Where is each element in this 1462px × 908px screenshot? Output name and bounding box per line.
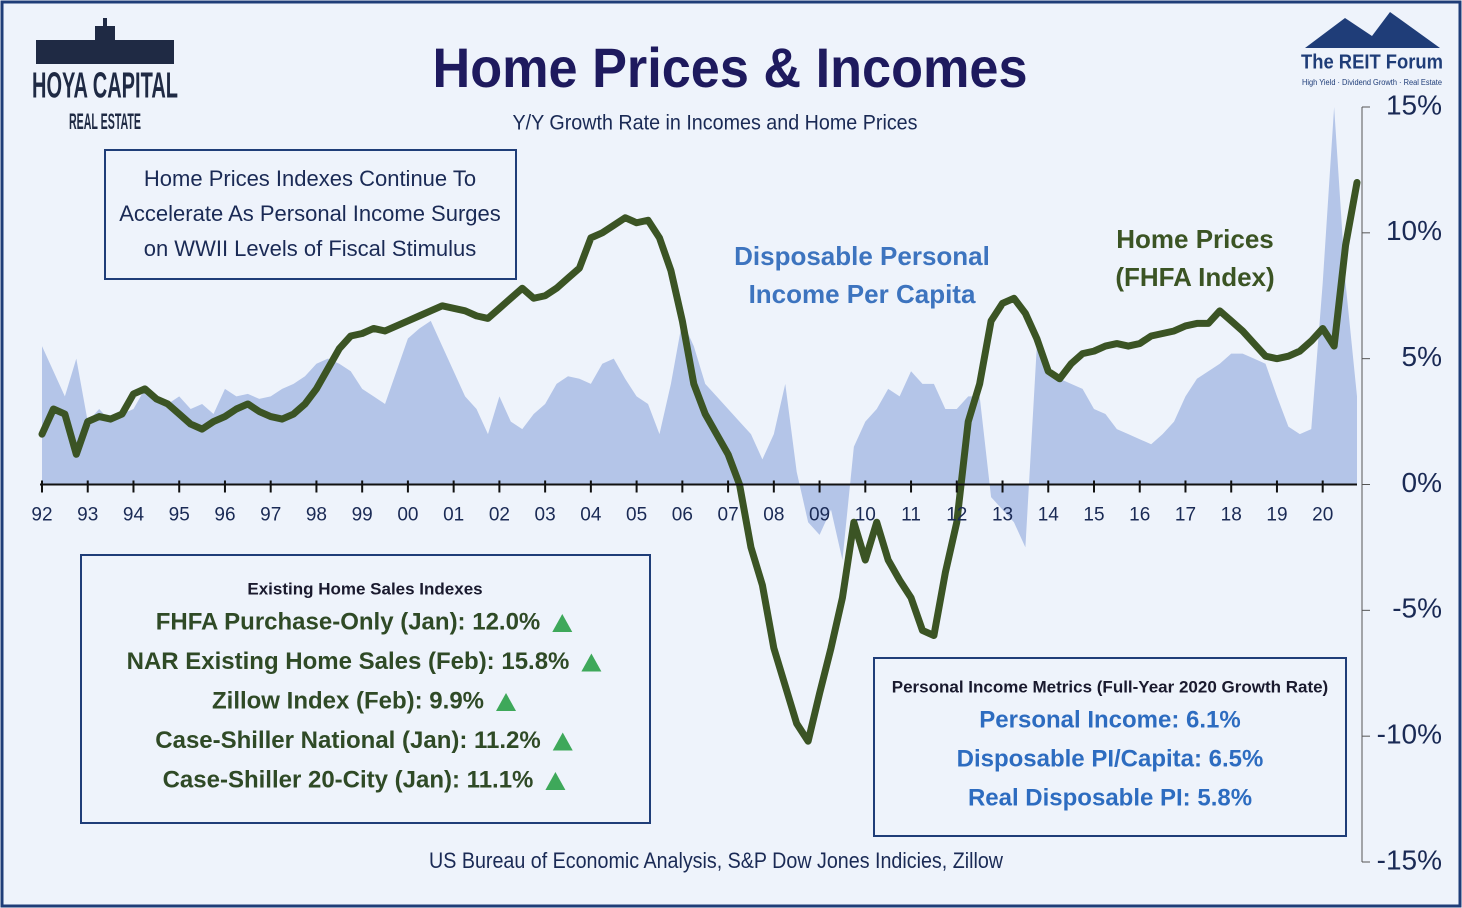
skyline — [36, 40, 174, 64]
up-arrow — [552, 732, 573, 751]
x-tick-label: 92 — [31, 505, 52, 526]
logo-text: The REIT Forum — [1301, 51, 1443, 73]
x-tick-label: 05 — [626, 505, 647, 526]
x-tick-label: 06 — [672, 505, 693, 526]
box-heading: Existing Home Sales Indexes — [247, 579, 482, 598]
chart-title: Home Prices & Incomes — [433, 36, 1028, 99]
logo-text: High Yield · Dividend Growth · Real Esta… — [1302, 78, 1443, 87]
y-tick-label: 5% — [1402, 341, 1442, 372]
info-box — [873, 657, 1347, 837]
x-tick-label: 96 — [214, 505, 235, 526]
y-tick-label: -5% — [1392, 593, 1442, 624]
chart-subtitle: Y/Y Growth Rate in Incomes and Home Pric… — [513, 112, 918, 135]
logo-mountain — [1305, 12, 1440, 48]
area — [42, 107, 1357, 560]
up-arrow — [552, 614, 573, 632]
x-tick-label: 13 — [992, 505, 1013, 526]
x-tick-label: 08 — [763, 505, 784, 526]
x-tick-label: 14 — [1038, 505, 1060, 526]
y-tick-label: 15% — [1386, 89, 1442, 120]
box-item: Personal Income: 6.1% — [979, 706, 1240, 733]
box-item: Real Disposable PI: 5.8% — [968, 784, 1252, 811]
y-tick-label: -15% — [1377, 844, 1442, 875]
x-tick-label: 97 — [260, 505, 281, 526]
series-label: Income Per Capita — [749, 279, 976, 309]
box-item: Case-Shiller National (Jan): 11.2% — [155, 727, 540, 754]
x-tick-label: 16 — [1129, 505, 1150, 526]
x-tick-label: 20 — [1312, 505, 1333, 526]
line — [38, 179, 1361, 745]
x-tick-label: 17 — [1175, 505, 1196, 526]
x-tick-label: 98 — [306, 505, 327, 526]
x-tick-label: 93 — [77, 505, 98, 526]
up-arrow — [581, 653, 602, 672]
x-tick-label: 95 — [169, 505, 190, 526]
series-label: (FHFA Index) — [1115, 262, 1274, 292]
y-tick-label: 10% — [1386, 215, 1442, 246]
annotation: Home Prices Indexes Continue To — [144, 166, 476, 191]
box-item: Disposable PI/Capita: 6.5% — [957, 745, 1264, 772]
logo-text: HOYA CAPITAL — [32, 65, 178, 106]
x-tick-label: 03 — [535, 505, 556, 526]
up-arrow — [545, 772, 566, 790]
box-heading: Personal Income Metrics (Full-Year 2020 … — [892, 677, 1328, 696]
skyline — [95, 26, 115, 42]
x-tick-label: 07 — [718, 505, 739, 526]
series-label: Home Prices — [1116, 224, 1274, 254]
y-tick-label: -10% — [1377, 719, 1442, 750]
x-tick-label: 19 — [1266, 505, 1287, 526]
box-item: FHFA Purchase-Only (Jan): 12.0% — [156, 608, 541, 635]
x-tick-label: 10 — [855, 505, 876, 526]
annotation: on WWII Levels of Fiscal Stimulus — [144, 236, 477, 261]
up-arrow — [496, 693, 517, 711]
box-item: NAR Existing Home Sales (Feb): 15.8% — [127, 648, 570, 675]
x-tick-label: 04 — [580, 505, 602, 526]
skyline — [103, 18, 107, 28]
x-tick-label: 94 — [123, 505, 145, 526]
x-tick-label: 15 — [1083, 505, 1104, 526]
x-tick-label: 01 — [443, 505, 464, 526]
y-tick-label: 0% — [1402, 467, 1442, 498]
x-tick-label: 02 — [489, 505, 510, 526]
logo-left — [36, 18, 174, 64]
x-tick-label: 09 — [809, 505, 830, 526]
x-tick-label: 12 — [946, 505, 967, 526]
source: US Bureau of Economic Analysis, S&P Dow … — [429, 848, 1003, 873]
x-tick-label: 11 — [901, 505, 921, 526]
annotation: Accelerate As Personal Income Surges — [119, 201, 501, 226]
annotation-box — [104, 149, 517, 280]
x-tick-label: 99 — [352, 505, 373, 526]
logo-text: REAL ESTATE — [69, 109, 141, 134]
x-tick-label: 18 — [1221, 505, 1242, 526]
box-item: Case-Shiller 20-City (Jan): 11.1% — [163, 766, 534, 793]
series-label: Disposable Personal — [734, 241, 990, 271]
x-tick-label: 00 — [397, 505, 418, 526]
box-item: Zillow Index (Feb): 9.9% — [212, 687, 484, 714]
